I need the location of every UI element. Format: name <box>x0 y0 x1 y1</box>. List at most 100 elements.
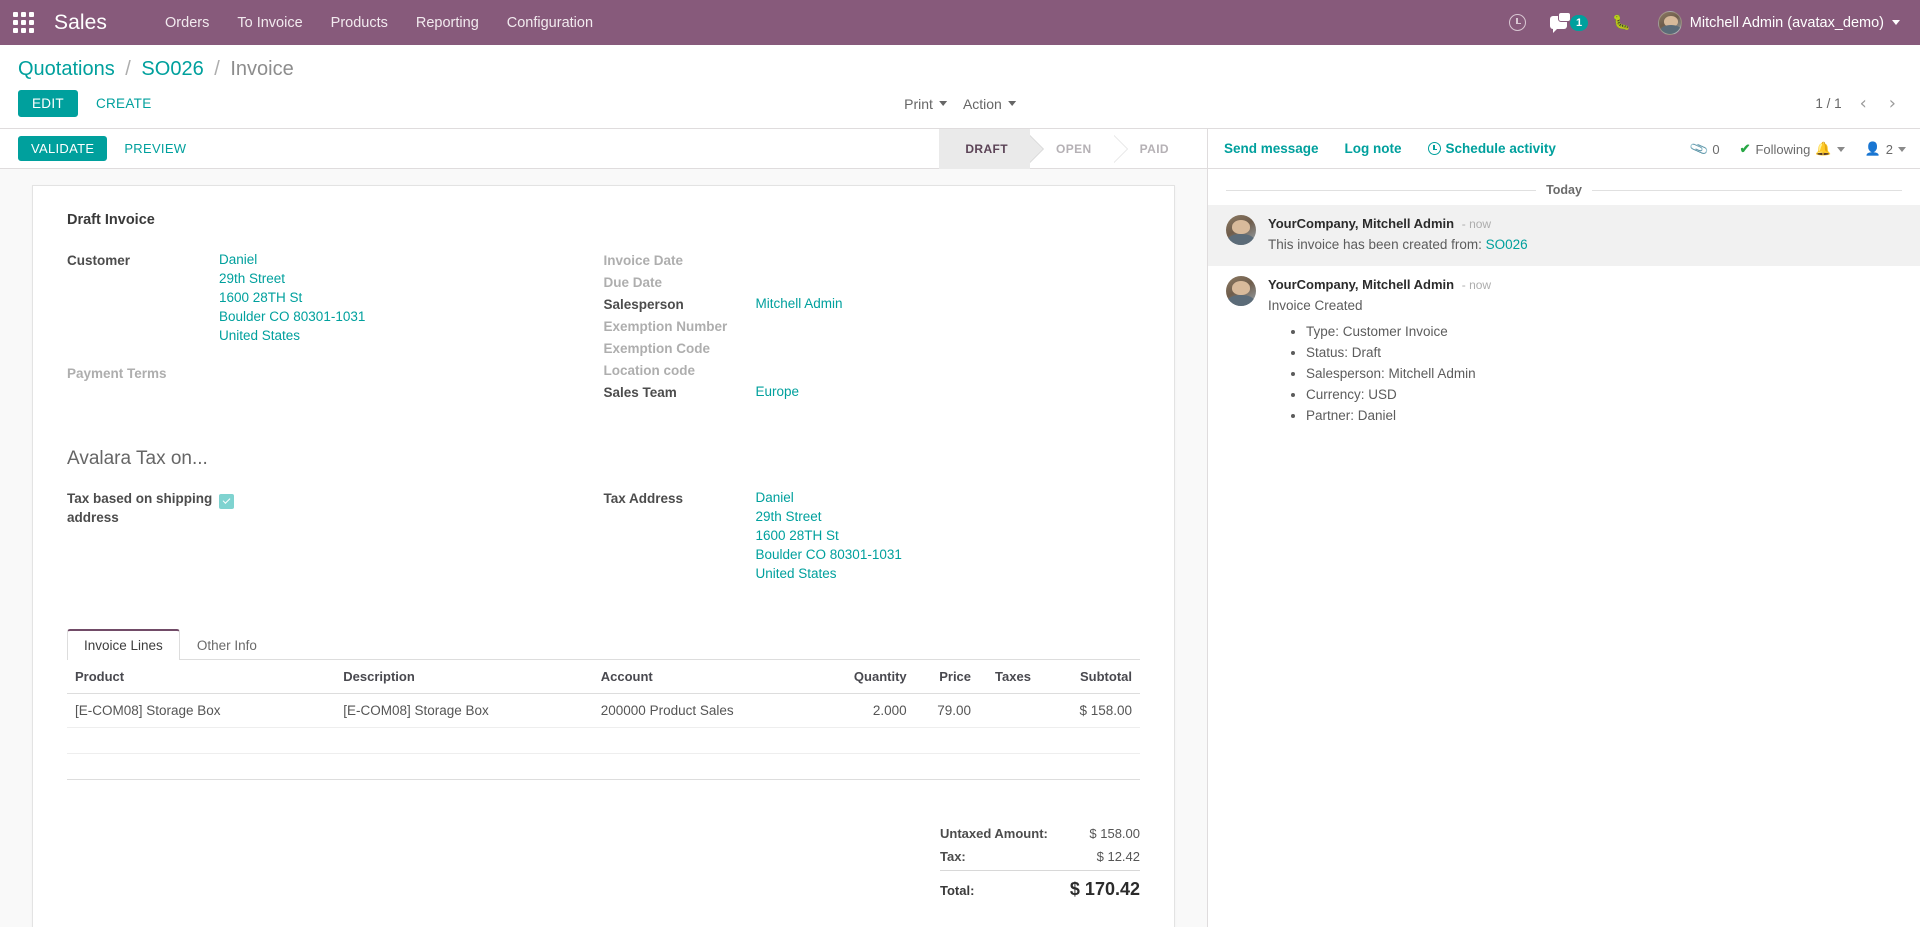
cell-subtotal: $ 158.00 <box>1064 693 1140 728</box>
apps-menu-button[interactable] <box>0 0 46 45</box>
cell-product: [E-COM08] Storage Box <box>67 693 336 728</box>
send-message-button[interactable]: Send message <box>1224 141 1319 156</box>
table-empty-row <box>67 727 1140 754</box>
nav-item-reporting[interactable]: Reporting <box>415 14 479 31</box>
print-dropdown[interactable]: Print <box>904 96 947 112</box>
field-due-date: Due Date <box>604 272 1141 292</box>
preview-button[interactable]: Preview <box>111 136 199 161</box>
paperclip-icon: 📎 <box>1688 138 1710 159</box>
breadcrumb-item-quotations[interactable]: Quotations <box>18 58 115 80</box>
field-invoice-date: Invoice Date <box>604 250 1141 270</box>
pager-next-icon[interactable]: › <box>1888 92 1896 114</box>
schedule-activity-button[interactable]: Schedule activity <box>1427 141 1556 156</box>
action-label: Action <box>962 95 1002 112</box>
field-sales-team: Sales Team Europe <box>604 382 1141 402</box>
field-customer: Customer Daniel 29th Street 1600 28TH St… <box>67 250 604 345</box>
edit-button[interactable]: Edit <box>18 90 78 117</box>
validate-button[interactable]: Validate <box>18 136 108 161</box>
message-link-so026[interactable]: SO026 <box>1485 237 1528 252</box>
column-header-account: Account <box>592 660 819 694</box>
nav-item-products[interactable]: Products <box>330 14 388 31</box>
avatar <box>1226 215 1256 245</box>
user-menu-button[interactable]: Mitchell Admin (avatax_demo) <box>1652 7 1908 39</box>
bullet-status: Status: Draft <box>1306 342 1902 363</box>
debug-menu-button[interactable]: 🐛 <box>1601 9 1642 36</box>
message-timestamp: - now <box>1461 217 1492 231</box>
field-value-sales-team[interactable]: Europe <box>755 384 800 399</box>
totals-area: Untaxed Amount: $ 158.00 Tax: $ 12.42 To… <box>67 822 1140 904</box>
activities-button[interactable] <box>1498 8 1537 37</box>
action-dropdown[interactable]: Action <box>963 96 1016 112</box>
address-line[interactable]: Boulder CO 80301-1031 <box>219 309 366 324</box>
create-button[interactable]: Create <box>82 90 166 117</box>
control-panel-dropdowns: Print Action <box>904 96 1016 112</box>
field-label-payment-terms: Payment Terms <box>67 366 167 381</box>
field-tax-based-on-shipping: Tax based on shipping address <box>67 488 604 527</box>
column-header-product: Product <box>67 660 336 694</box>
nav-item-orders[interactable]: Orders <box>165 14 210 31</box>
following-button[interactable]: ✔ Following 🔔 <box>1740 141 1845 157</box>
app-brand-sales[interactable]: Sales <box>54 10 108 34</box>
avalara-columns: Tax based on shipping address Tax Addres… <box>67 488 1140 585</box>
nav-item-to-invoice[interactable]: To Invoice <box>237 14 303 31</box>
form-statusbar-row: Validate Preview DRAFT OPEN PAID <box>0 129 1207 169</box>
print-label: Print <box>904 95 933 112</box>
bullet-currency: Currency: USD <box>1306 384 1902 405</box>
messages-button[interactable]: 1 <box>1539 9 1599 37</box>
tab-other-info[interactable]: Other Info <box>196 638 257 653</box>
cell-price: 79.00 <box>914 693 980 728</box>
divider-line-right <box>1591 189 1903 191</box>
field-exemption-number: Exemption Number <box>604 316 1141 336</box>
address-line[interactable]: 29th Street <box>755 509 822 524</box>
field-value-customer-address[interactable]: Daniel 29th Street 1600 28TH St Boulder … <box>219 250 365 345</box>
control-panel-actions: Edit Create Print Action 1 / 1 ‹ › <box>0 86 1920 128</box>
address-line[interactable]: Daniel <box>219 252 258 267</box>
total-row-grand: Total: $ 170.42 <box>940 870 1140 904</box>
address-line[interactable]: Daniel <box>755 490 794 505</box>
status-stage-paid[interactable]: PAID <box>1139 142 1169 156</box>
address-line[interactable]: 1600 28TH St <box>755 528 839 543</box>
notebook: Invoice Lines Other Info Product Descrip… <box>67 629 1140 904</box>
total-row-untaxed: Untaxed Amount: $ 158.00 <box>940 822 1140 845</box>
clock-icon <box>1427 142 1441 155</box>
field-value-tax-address[interactable]: Daniel 29th Street 1600 28TH St Boulder … <box>756 488 902 583</box>
field-label-sales-team: Sales Team <box>603 385 677 400</box>
apps-grid-icon <box>12 12 34 33</box>
message-author: YourCompany, Mitchell Admin <box>1268 216 1455 231</box>
followers-button[interactable]: 👤 2 <box>1865 141 1906 157</box>
field-value-salesperson[interactable]: Mitchell Admin <box>755 296 843 311</box>
sheet-title: Draft Invoice <box>67 212 155 228</box>
tax-based-on-shipping-checkbox[interactable] <box>219 493 234 509</box>
address-line[interactable]: United States <box>219 328 301 343</box>
nav-item-configuration[interactable]: Configuration <box>506 14 594 31</box>
chevron-down-icon <box>938 101 947 106</box>
column-header-price: Price <box>914 660 980 694</box>
address-line[interactable]: 1600 28TH St <box>219 290 303 305</box>
table-row[interactable]: [E-COM08] Storage Box [E-COM08] Storage … <box>67 693 1140 728</box>
field-salesperson: Salesperson Mitchell Admin <box>604 294 1141 314</box>
column-header-subtotal: Subtotal <box>1064 660 1140 694</box>
navbar-menu: Orders To Invoice Products Reporting Con… <box>151 3 607 43</box>
message-timestamp: - now <box>1461 278 1492 292</box>
field-label-salesperson: Salesperson <box>603 297 684 312</box>
status-stage-draft[interactable]: DRAFT <box>939 129 1044 169</box>
pager-previous-icon[interactable]: ‹ <box>1859 92 1867 114</box>
address-line[interactable]: United States <box>755 566 837 581</box>
field-location-code: Location code <box>604 360 1141 380</box>
log-note-button[interactable]: Log note <box>1344 141 1402 156</box>
field-label-invoice-date: Invoice Date <box>603 253 684 268</box>
field-label-exemption-code: Exemption Code <box>603 341 711 356</box>
breadcrumb-separator: / <box>125 58 131 80</box>
cell-description: [E-COM08] Storage Box <box>335 693 593 728</box>
divider-line-left <box>1226 189 1537 191</box>
attachments-button[interactable]: 📎 0 <box>1688 138 1720 159</box>
status-pipeline: DRAFT OPEN PAID <box>939 129 1191 169</box>
field-payment-terms: Payment Terms <box>67 363 604 383</box>
address-line[interactable]: 29th Street <box>219 271 286 286</box>
tab-invoice-lines[interactable]: Invoice Lines <box>67 629 180 660</box>
status-stage-open[interactable]: OPEN <box>1030 129 1128 169</box>
breadcrumb: Quotations / SO026 / Invoice <box>0 45 1920 86</box>
column-header-quantity: Quantity <box>818 660 915 694</box>
breadcrumb-item-so026[interactable]: SO026 <box>141 58 204 80</box>
address-line[interactable]: Boulder CO 80301-1031 <box>755 547 902 562</box>
